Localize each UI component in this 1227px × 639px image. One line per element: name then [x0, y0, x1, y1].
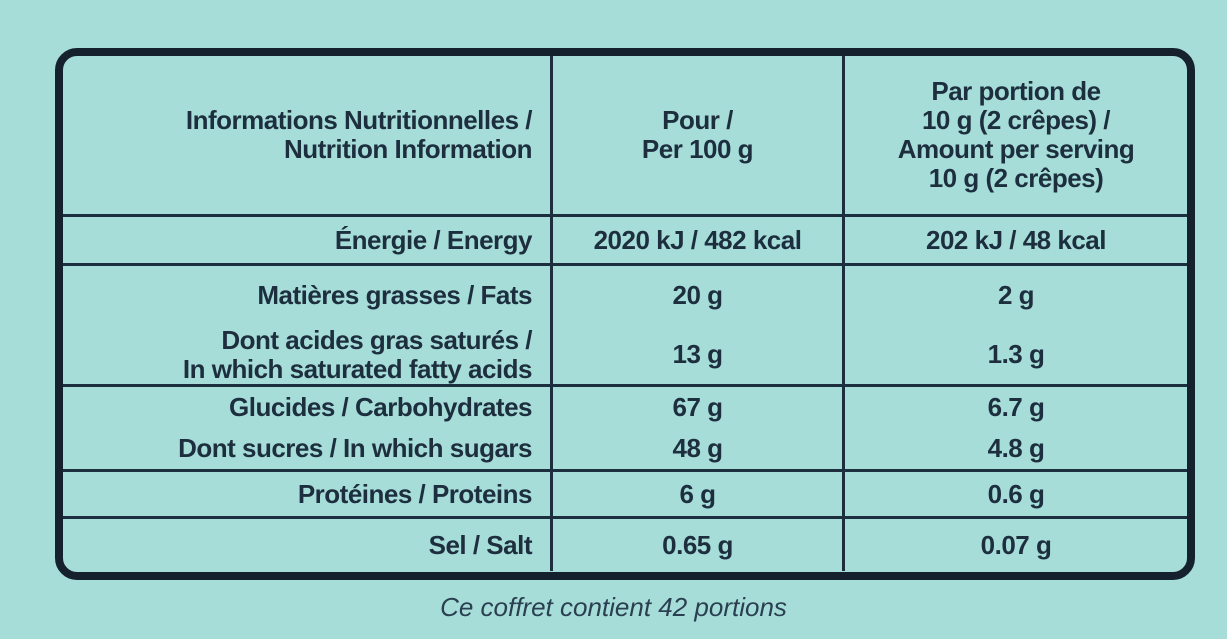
nutrient-label: Énergie / Energy [63, 217, 553, 263]
header-cell: Pour / Per 100 g [553, 56, 845, 214]
header-row: Informations Nutritionnelles / Nutrition … [63, 56, 1187, 217]
label-line: In which saturated fatty acids [182, 353, 533, 384]
header-cell: Informations Nutritionnelles / Nutrition … [63, 56, 553, 214]
nutrient-label: Protéines / Proteins [63, 472, 553, 516]
value-per-serving: 202 kJ / 48 kcal [926, 224, 1106, 255]
value-per-serving: 0.6 g [987, 478, 1045, 509]
row: Sel / Salt 0.65 g 0.07 g [63, 519, 1187, 571]
label-line: Énergie / Energy [334, 224, 533, 255]
value-per-100g: 0.65 g [553, 519, 845, 571]
nutrient-label: Glucides / Carbohydrates [63, 387, 553, 428]
value-per-serving: 6.7 g [987, 392, 1045, 422]
header-line: Per 100 g [641, 134, 754, 164]
value-per-serving: 4.8 g [987, 433, 1045, 463]
header-cell: Par portion de 10 g (2 crêpes) / Amount pe… [845, 56, 1187, 214]
header-line: Pour / [662, 105, 733, 135]
row: Dont acides gras saturés / In which satur… [63, 325, 1187, 384]
label-line: Matières grasses / Fats [257, 280, 532, 310]
label-line: Protéines / Proteins [297, 478, 533, 509]
nutrition-table: Informations Nutritionnelles / Nutrition … [55, 48, 1195, 580]
nutrient-label: Dont sucres / In which sugars [63, 428, 553, 469]
label-line: Dont acides gras saturés / [221, 324, 532, 355]
value-per-100g: 13 g [553, 325, 845, 384]
header-line: 10 g (2 crêpes) / [921, 105, 1111, 135]
nutrient-label: Dont acides gras saturés / In which satur… [63, 325, 553, 384]
value-per-100g: 2020 kJ / 482 kcal [553, 217, 845, 263]
label-line: Sel / Salt [428, 529, 533, 560]
row-group: Énergie / Energy 2020 kJ / 482 kcal 202 kJ… [63, 217, 1187, 266]
row: Énergie / Energy 2020 kJ / 482 kcal 202 kJ… [63, 217, 1187, 263]
value-per-100g: 48 g [553, 428, 845, 469]
header-line: Nutrition Information [283, 134, 533, 164]
row: Informations Nutritionnelles / Nutrition … [63, 56, 1187, 214]
header-line: Informations Nutritionnelles / [185, 105, 533, 135]
row-group: Glucides / Carbohydrates 67 g 6.7 g Dont su… [63, 387, 1187, 472]
row: Glucides / Carbohydrates 67 g 6.7 g [63, 387, 1187, 428]
row-group: Matières grasses / Fats 20 g 2 g Dont acide… [63, 266, 1187, 387]
label-line: Glucides / Carbohydrates [229, 392, 532, 422]
value-per-serving: 2 g [997, 280, 1035, 310]
header-line: Amount per serving [897, 134, 1135, 164]
row: Dont sucres / In which sugars 48 g 4.8 g [63, 428, 1187, 469]
nutrient-label: Matières grasses / Fats [63, 266, 553, 325]
value-per-serving: 0.07 g [980, 529, 1052, 560]
footer-note: Ce coffret contient 42 portions [440, 592, 787, 622]
row: Protéines / Proteins 6 g 0.6 g [63, 472, 1187, 516]
header-line: 10 g (2 crêpes) [928, 163, 1104, 193]
value-per-100g: 67 g [553, 387, 845, 428]
value-per-100g: 6 g [553, 472, 845, 516]
header-line: Par portion de [931, 76, 1101, 106]
value-per-100g: 20 g [553, 266, 845, 325]
row-group: Protéines / Proteins 6 g 0.6 g [63, 472, 1187, 519]
row: Matières grasses / Fats 20 g 2 g [63, 266, 1187, 325]
row-group: Sel / Salt 0.65 g 0.07 g [63, 519, 1187, 571]
value-per-serving: 1.3 g [987, 339, 1045, 369]
label-line: Dont sucres / In which sugars [178, 433, 532, 463]
nutrient-label: Sel / Salt [63, 519, 553, 571]
